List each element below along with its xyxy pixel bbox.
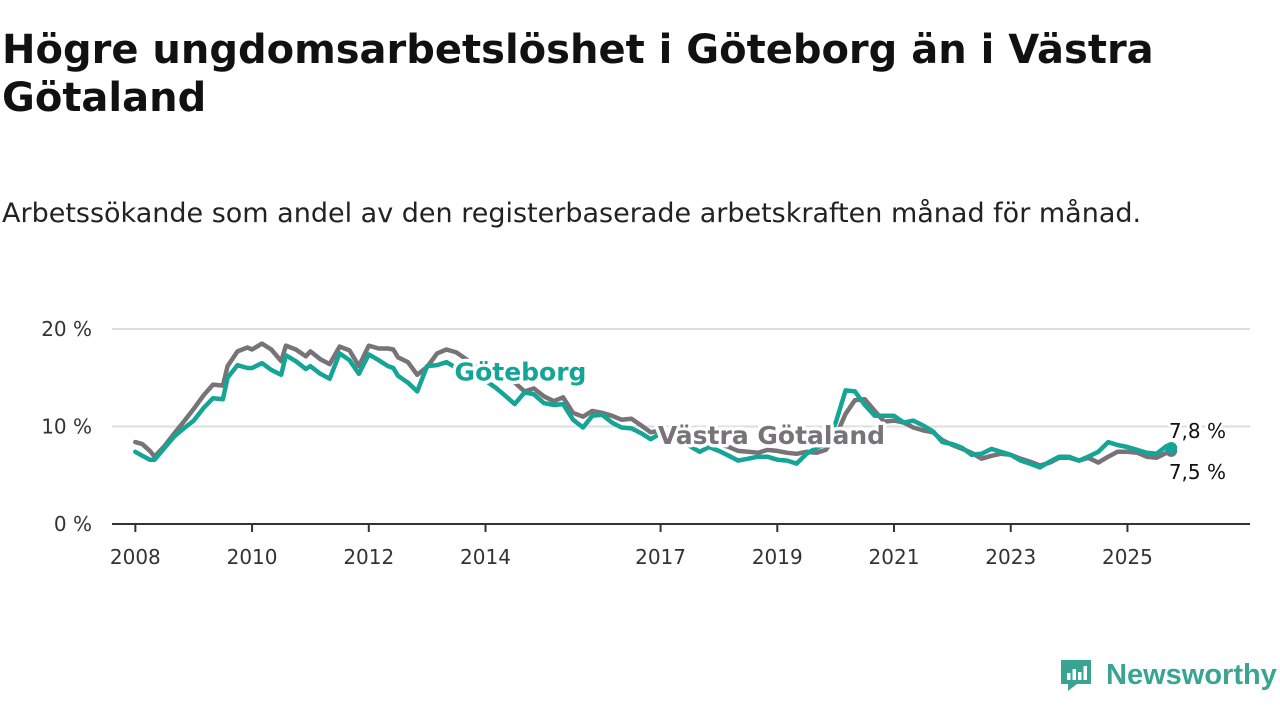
series-label-g-teborg: Göteborg — [455, 358, 587, 387]
series-endpoint-g-teborg — [1165, 441, 1178, 454]
x-tick-label: 2023 — [985, 545, 1036, 569]
newsworthy-brand: Newsworthy — [1058, 654, 1277, 696]
line-chart: 0 % 10 % 20 % 2008 2010 2012 2014 2017 2019 2021… — [41, 317, 1250, 569]
series-line-v-stra-g-taland — [133, 341, 1174, 468]
gridlines — [112, 328, 1250, 428]
chart-title: Högre ungdomsarbetslöshet i Göteborg än … — [2, 27, 1154, 121]
x-tick-label: 2008 — [110, 545, 161, 569]
brand-name: Newsworthy — [1106, 658, 1277, 691]
y-axis-ticks: 0 % 10 % 20 % — [41, 317, 92, 536]
newsworthy-logo-icon — [1061, 660, 1091, 691]
x-axis: 2008 2010 2012 2014 2017 2019 2021 2023 2025 — [110, 523, 1250, 569]
y-tick-label: 0 % — [54, 512, 92, 536]
chart-subtitle: Arbetssökande som andel av den registerb… — [2, 198, 1142, 229]
x-tick-label: 2012 — [343, 545, 394, 569]
x-tick-label: 2025 — [1102, 545, 1153, 569]
series-labels: Västra Götaland Göteborg 7,5 % 7,8 % — [451, 354, 1228, 486]
x-tick-label: 2019 — [752, 545, 803, 569]
series-label-v-stra-g-taland: Västra Götaland — [658, 421, 885, 450]
y-tick-label: 10 % — [41, 415, 92, 439]
x-tick-label: 2014 — [460, 545, 511, 569]
x-tick-label: 2021 — [869, 545, 920, 569]
series-lines — [133, 341, 1178, 470]
series-line-g-teborg — [133, 351, 1174, 470]
end-value-label-v-stra-g-taland: 7,5 % — [1169, 460, 1226, 484]
x-tick-label: 2017 — [635, 545, 686, 569]
y-tick-label: 20 % — [41, 317, 92, 341]
end-value-label-g-teborg: 7,8 % — [1169, 419, 1226, 443]
x-tick-label: 2010 — [227, 545, 278, 569]
